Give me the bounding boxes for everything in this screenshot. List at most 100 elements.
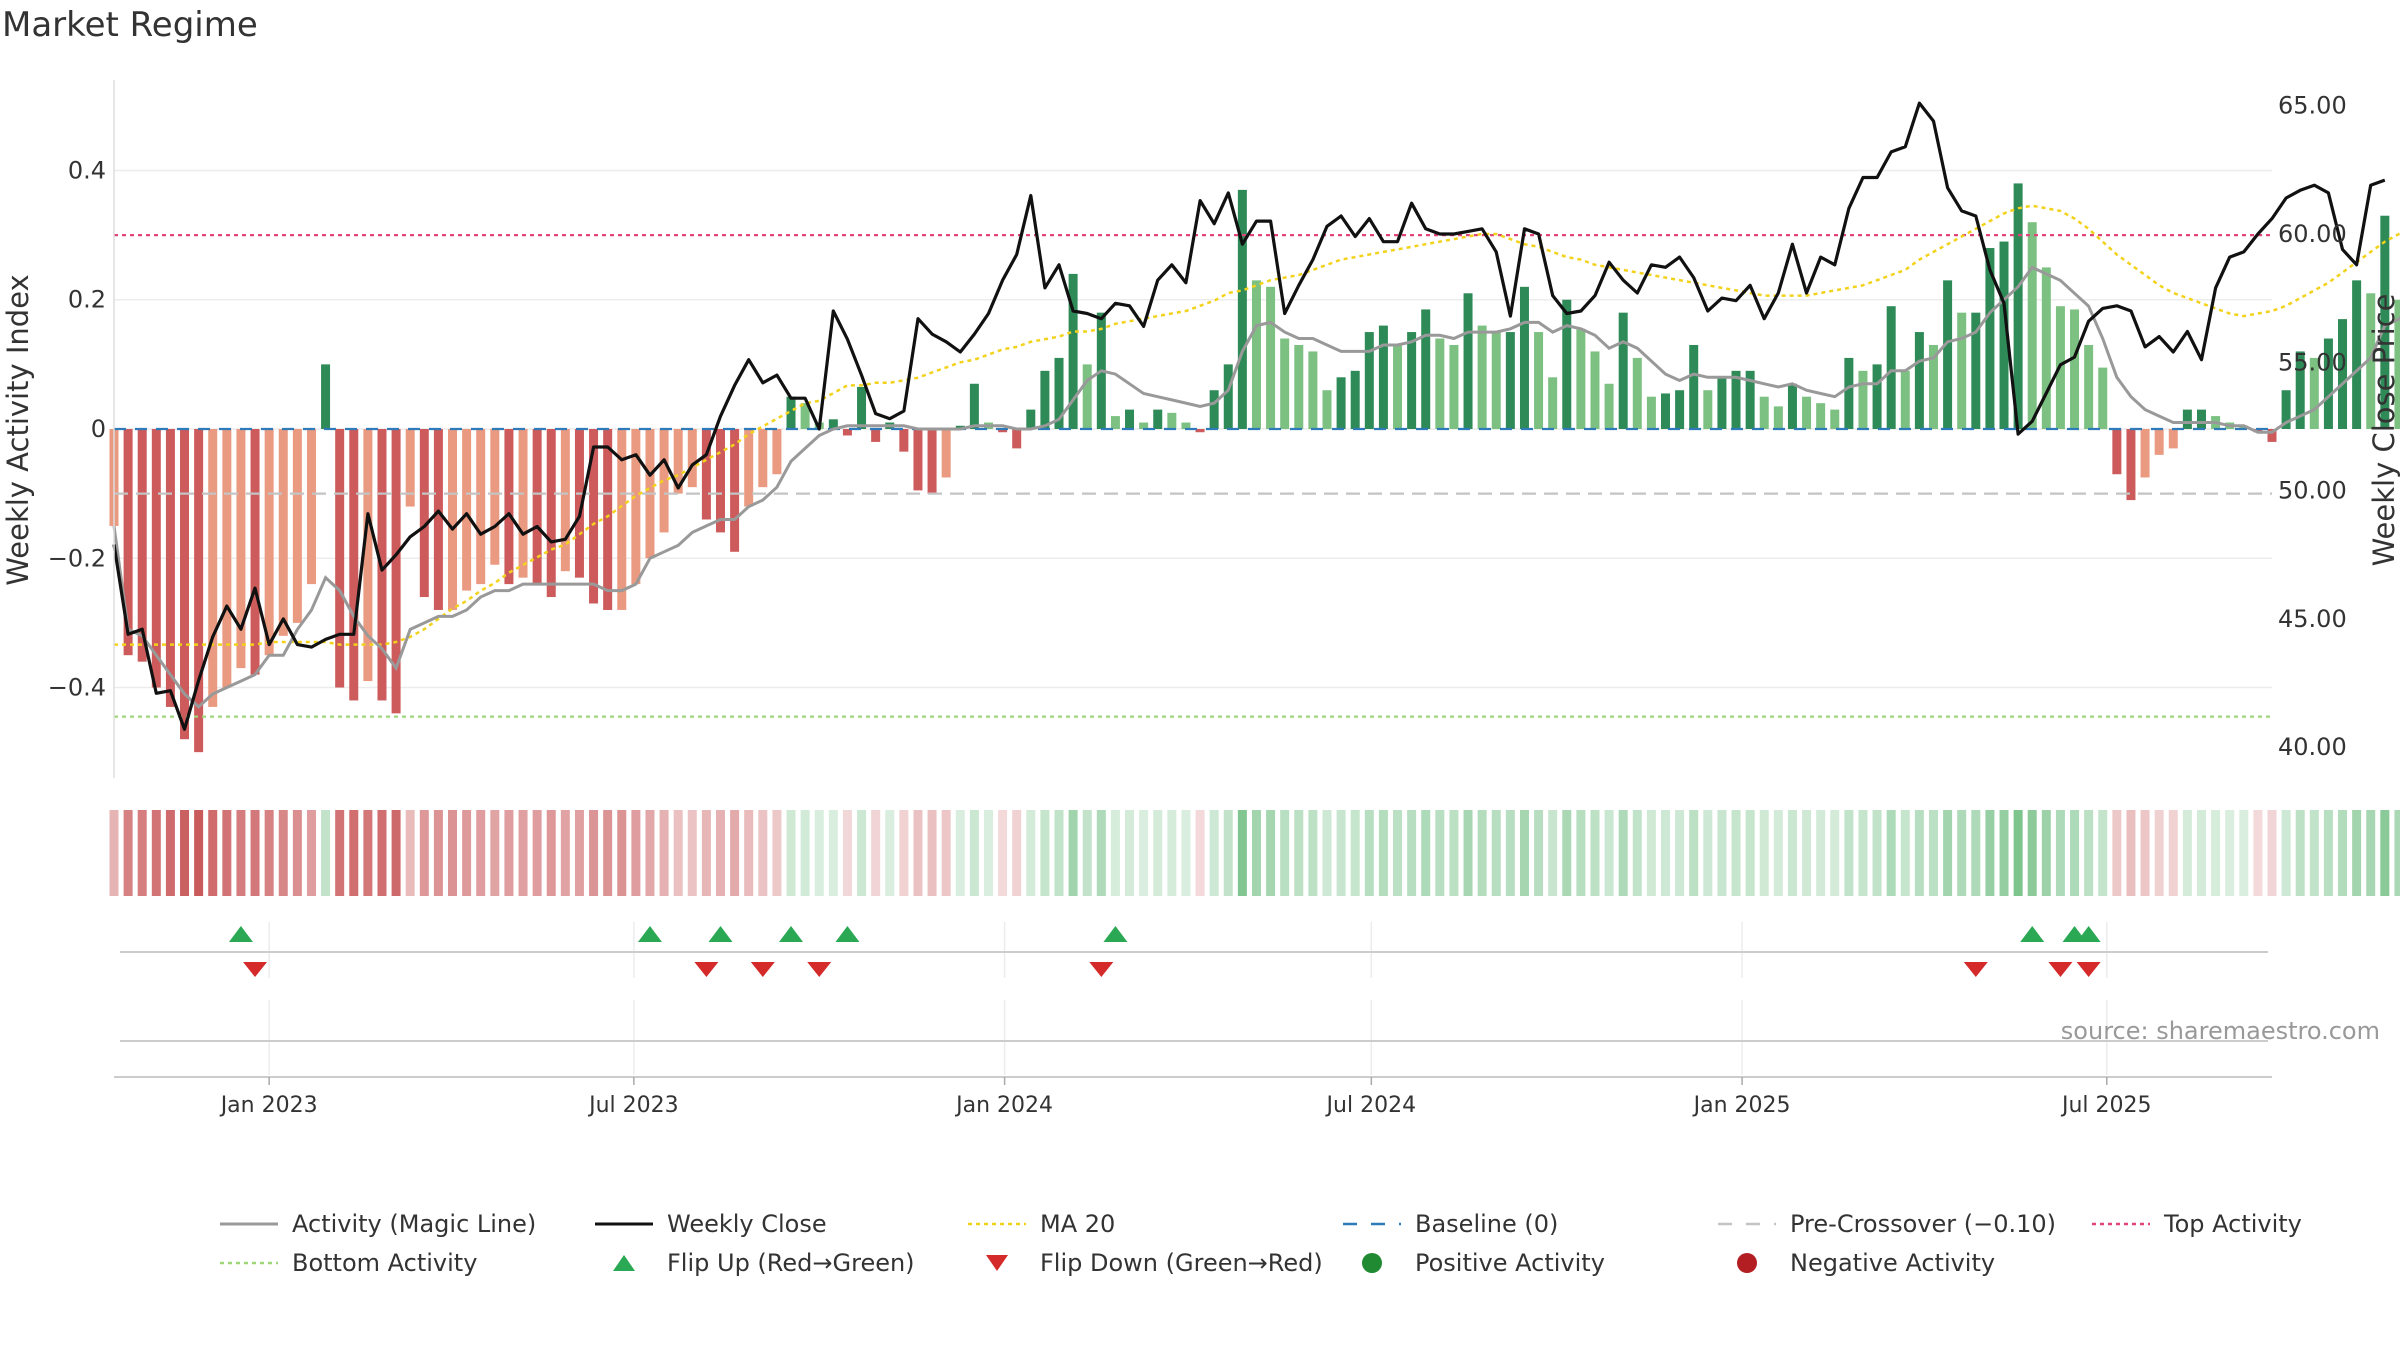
x-tick-label: Jul 2024 (1325, 1093, 1417, 1118)
activity-bar (448, 429, 457, 610)
legend-label: Bottom Activity (292, 1249, 477, 1277)
legend-label: Pre-Crossover (−0.10) (1790, 1210, 2056, 1238)
activity-bar (1167, 413, 1176, 429)
regime-strip-cell (2042, 810, 2051, 896)
regime-strip-cell (674, 810, 683, 896)
regime-strip-cell (1266, 810, 1275, 896)
flip-down-marker (751, 962, 775, 977)
activity-bar (899, 429, 908, 452)
activity-bar (392, 429, 401, 713)
activity-bar (772, 429, 781, 474)
activity-bar (363, 429, 372, 681)
y2-tick-label: 45.00 (2278, 605, 2347, 633)
activity-bar (490, 429, 499, 565)
activity-bar (138, 429, 147, 662)
regime-strip-cell (208, 810, 217, 896)
activity-bar (1619, 313, 1628, 429)
regime-strip-cell (928, 810, 937, 896)
regime-strip-cell (1196, 810, 1205, 896)
regime-strip-cell (561, 810, 570, 896)
regime-strip-cell (1055, 810, 1064, 896)
flip-down-marker (694, 962, 718, 977)
activity-bar (1943, 280, 1952, 429)
regime-strip-cell (1083, 810, 1092, 896)
activity-bar (1901, 371, 1910, 429)
regime-strip-cell (1929, 810, 1938, 896)
chart-title: Market Regime (2, 5, 258, 45)
activity-bar (2126, 429, 2135, 500)
activity-bar (1266, 287, 1275, 429)
regime-strip-cell (1351, 810, 1360, 896)
legend-item: Flip Down (Green→Red) (986, 1249, 1323, 1277)
regime-strip-cell (547, 810, 556, 896)
activity-bar (1647, 397, 1656, 429)
activity-bar (631, 429, 640, 584)
regime-strip-cell (1633, 810, 1642, 896)
regime-strip-cell (1887, 810, 1896, 896)
regime-strip-cell (1619, 810, 1628, 896)
regime-strip-cell (1732, 810, 1741, 896)
regime-strip-cell (2296, 810, 2305, 896)
y-tick-label: 0 (91, 415, 106, 443)
activity-bar (2352, 280, 2361, 429)
flip-down-marker (243, 962, 267, 977)
regime-strip-cell (2098, 810, 2107, 896)
activity-bar (349, 429, 358, 700)
regime-strip-cell (110, 810, 119, 896)
legend-item: Baseline (0) (1343, 1210, 1558, 1238)
legend-item: Activity (Magic Line) (220, 1210, 536, 1238)
activity-bar (1816, 403, 1825, 429)
activity-bar (1957, 313, 1966, 429)
activity-bar (1238, 190, 1247, 429)
regime-strip-cell (1026, 810, 1035, 896)
legend-label: Negative Activity (1790, 1249, 1995, 1277)
regime-strip-cell (1435, 810, 1444, 896)
y-tick-label: −0.2 (48, 544, 106, 572)
regime-strip-cell (1816, 810, 1825, 896)
legend-swatch (613, 1255, 635, 1271)
regime-strip-cell (2380, 810, 2389, 896)
legend-item: Top Activity (2092, 1210, 2302, 1238)
regime-strip-cell (1548, 810, 1557, 896)
activity-bar (1548, 377, 1557, 429)
regime-strip-cell (1971, 810, 1980, 896)
regime-strip-cell (787, 810, 796, 896)
regime-strip-cell (1238, 810, 1247, 896)
activity-bar (1844, 358, 1853, 429)
activity-bar (2112, 429, 2121, 474)
activity-bar (1153, 410, 1162, 429)
activity-bar (2028, 222, 2037, 429)
regime-strip-cell (519, 810, 528, 896)
activity-bars (110, 183, 2400, 752)
activity-bar (1562, 300, 1571, 429)
activity-bar (1873, 364, 1882, 429)
regime-strip-cell (180, 810, 189, 896)
x-tick-label: Jan 2025 (1692, 1093, 1791, 1118)
regime-strip-cell (758, 810, 767, 896)
regime-strip-cell (1012, 810, 1021, 896)
y2-tick-label: 55.00 (2278, 348, 2347, 376)
activity-bar (1520, 287, 1529, 429)
flip-down-marker (2048, 962, 2072, 977)
x-tick-label: Jan 2023 (219, 1093, 318, 1118)
regime-strip-cell (236, 810, 245, 896)
regime-strip-cell (1943, 810, 1952, 896)
activity-bar (1717, 377, 1726, 429)
activity-bar (2169, 429, 2178, 448)
activity-bar (434, 429, 443, 610)
legend-label: Flip Up (Red→Green) (667, 1249, 915, 1277)
regime-strip-cell (138, 810, 147, 896)
y2-tick-label: 40.00 (2278, 733, 2347, 761)
regime-strip-cell (504, 810, 513, 896)
activity-bar (1224, 364, 1233, 429)
activity-bar (1365, 332, 1374, 429)
regime-strip-cell (857, 810, 866, 896)
activity-bar (1478, 326, 1487, 429)
regime-strip-cell (885, 810, 894, 896)
regime-strip-cell (1689, 810, 1698, 896)
activity-bar (519, 429, 528, 578)
regime-strip-cell (2169, 810, 2178, 896)
activity-bar (279, 429, 288, 636)
legend-item: Pre-Crossover (−0.10) (1718, 1210, 2056, 1238)
activity-bar (1026, 410, 1035, 429)
